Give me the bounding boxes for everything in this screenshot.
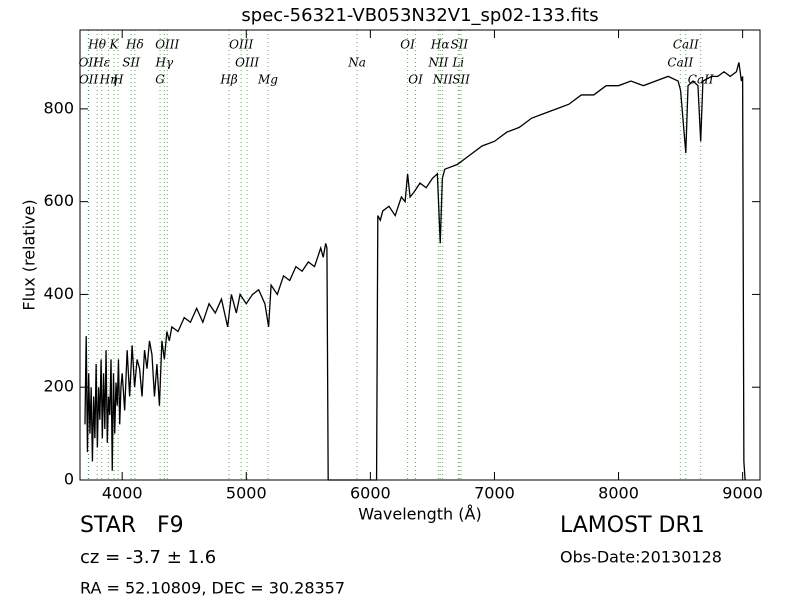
chart-title: spec-56321-VB053N32V1_sp02-133.fits <box>241 5 598 26</box>
spectral-line-label: SII <box>452 73 470 87</box>
spectral-line-label: G <box>155 73 165 87</box>
x-tick-label: 5000 <box>226 484 267 503</box>
spectral-line-label: NII <box>432 73 453 87</box>
spectral-line-label: CaII <box>667 56 693 70</box>
spectral-line-label: OIII <box>155 38 179 52</box>
y-tick-label: 600 <box>43 191 74 210</box>
spectrum-line <box>84 62 746 481</box>
spectral-line-label: OI <box>400 38 415 52</box>
spectral-line-label: Hθ <box>87 38 106 52</box>
spectral-line-label: Hη <box>99 73 118 87</box>
spectral-line-label: OIII <box>229 38 253 52</box>
spectral-line-label: NII <box>427 56 448 70</box>
x-tick-label: 8000 <box>598 484 639 503</box>
object-class: STAR <box>80 513 136 538</box>
spectral-line-label: SII <box>122 56 140 70</box>
y-axis-label: Flux (relative) <box>20 199 39 310</box>
x-tick-label: 9000 <box>722 484 763 503</box>
redshift: cz = -3.7 ± 1.6 <box>80 547 216 568</box>
spectral-line-label: H <box>112 73 124 87</box>
spectral-line-label: Hγ <box>155 56 174 70</box>
spectral-line-label: SII <box>450 38 468 52</box>
obs-date: Obs-Date:20130128 <box>560 548 722 567</box>
spectral-line-label: CaII <box>688 73 714 87</box>
spectral-line-label: Hβ <box>219 73 237 87</box>
spectral-line-label: Li <box>451 56 464 70</box>
spectral-line-label: Hα <box>430 38 450 52</box>
coordinates: RA = 52.10809, DEC = 30.28357 <box>80 579 345 598</box>
x-axis-label: Wavelength (Å) <box>358 505 481 524</box>
plot-frame <box>79 29 761 481</box>
spectral-line-label: OI <box>408 73 423 87</box>
subclass: F9 <box>157 513 184 538</box>
y-tick-label: 400 <box>43 284 74 303</box>
spectral-line-label: Hε <box>92 56 110 70</box>
survey: LAMOST DR1 <box>560 513 705 538</box>
spectral-line-label: OII <box>79 73 99 87</box>
spectral-line-label: Na <box>347 56 366 70</box>
y-tick-label: 0 <box>64 470 74 489</box>
y-tick-label: 800 <box>43 98 74 117</box>
spectral-line-label: Mg <box>257 73 278 87</box>
spectral-line-label: OIII <box>235 56 259 70</box>
spectral-line-label: Hδ <box>125 38 144 52</box>
x-tick-label: 4000 <box>102 484 143 503</box>
x-tick-label: 7000 <box>474 484 515 503</box>
y-tick-label: 200 <box>43 377 74 396</box>
x-tick-label: 6000 <box>350 484 391 503</box>
spectral-line-label: K <box>109 38 120 52</box>
spectral-line-label: CaII <box>673 38 699 52</box>
